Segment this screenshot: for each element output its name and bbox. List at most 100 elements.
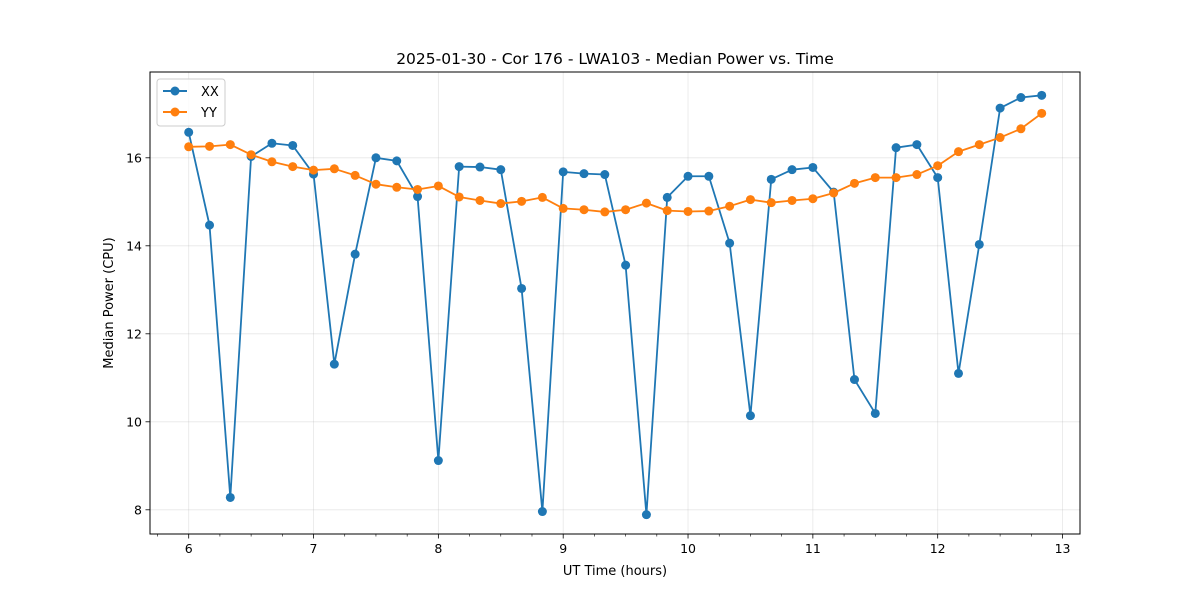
data-point-xx — [267, 138, 277, 148]
y-tick-label: 8 — [134, 502, 142, 517]
data-point-xx — [225, 492, 235, 502]
x-tick-label: 13 — [1055, 541, 1071, 556]
data-point-xx — [662, 192, 672, 202]
data-point-xx — [496, 165, 506, 175]
data-point-yy — [870, 173, 880, 183]
data-point-yy — [246, 150, 256, 160]
data-point-xx — [974, 239, 984, 249]
data-point-yy — [1016, 124, 1026, 134]
data-point-yy — [933, 161, 943, 171]
data-point-xx — [725, 238, 735, 248]
data-point-xx — [184, 127, 194, 137]
data-point-yy — [849, 178, 859, 188]
data-point-xx — [870, 408, 880, 418]
data-point-yy — [766, 198, 776, 208]
data-point-yy — [329, 164, 339, 174]
data-point-yy — [662, 206, 672, 216]
data-point-xx — [704, 171, 714, 181]
data-point-yy — [433, 181, 443, 191]
data-point-yy — [704, 206, 714, 216]
data-point-xx — [558, 167, 568, 177]
data-point-xx — [454, 162, 464, 172]
series-group — [184, 90, 1047, 520]
data-point-yy — [891, 173, 901, 183]
data-point-yy — [225, 140, 235, 150]
grid — [150, 72, 1080, 534]
x-tick-label: 7 — [310, 541, 318, 556]
data-point-yy — [995, 133, 1005, 143]
data-point-xx — [745, 411, 755, 421]
data-point-yy — [600, 207, 610, 217]
data-point-yy — [954, 147, 963, 157]
data-point-yy — [392, 182, 402, 192]
data-point-xx — [537, 507, 547, 517]
data-point-xx — [475, 162, 485, 172]
data-point-xx — [433, 456, 443, 466]
data-point-xx — [579, 169, 589, 179]
data-point-yy — [517, 196, 527, 206]
data-point-yy — [184, 142, 194, 152]
x-axis-label: UT Time (hours) — [563, 564, 667, 579]
y-tick-label: 16 — [126, 150, 142, 165]
data-point-yy — [579, 205, 589, 215]
data-point-xx — [600, 170, 610, 180]
x-tick-label: 12 — [930, 541, 946, 556]
data-point-yy — [829, 188, 839, 198]
data-point-xx — [849, 375, 859, 385]
data-point-yy — [309, 165, 319, 175]
data-point-yy — [621, 205, 631, 215]
data-point-yy — [454, 192, 464, 202]
data-point-xx — [1037, 90, 1047, 100]
data-point-xx — [641, 510, 651, 520]
data-point-xx — [329, 359, 339, 369]
axes: 6 7 8 9 10 11 12 13 8 10 12 14 16 — [126, 150, 1070, 556]
data-point-xx — [683, 171, 693, 181]
data-point-yy — [558, 203, 568, 213]
y-tick-label: 12 — [126, 326, 142, 341]
data-point-yy — [1037, 108, 1047, 118]
data-point-yy — [496, 199, 506, 209]
data-point-xx — [995, 103, 1005, 113]
data-point-yy — [745, 195, 755, 205]
data-point-xx — [205, 220, 215, 230]
data-point-yy — [288, 162, 298, 172]
data-point-yy — [537, 192, 547, 202]
data-point-xx — [621, 260, 631, 270]
chart-title: 2025-01-30 - Cor 176 - LWA103 - Median P… — [396, 50, 834, 68]
data-point-yy — [205, 141, 215, 151]
x-tick-label: 11 — [805, 541, 821, 556]
data-point-yy — [725, 201, 735, 211]
data-point-xx — [371, 153, 381, 163]
x-tick-label: 10 — [680, 541, 696, 556]
data-point-xx — [350, 249, 360, 259]
data-point-xx — [933, 173, 943, 183]
data-point-xx — [766, 174, 776, 184]
y-tick-label: 10 — [126, 414, 142, 429]
data-point-xx — [954, 368, 963, 378]
x-tick-label: 8 — [434, 541, 442, 556]
data-point-xx — [392, 156, 402, 166]
data-point-yy — [641, 198, 651, 208]
y-axis-label: Median Power (CPU) — [102, 237, 117, 368]
data-point-yy — [350, 170, 360, 180]
legend-marker-yy — [170, 107, 180, 117]
data-point-xx — [1016, 93, 1026, 103]
data-point-yy — [808, 194, 818, 204]
data-point-xx — [808, 162, 818, 172]
x-tick-label: 9 — [559, 541, 567, 556]
plot-frame — [149, 71, 1081, 535]
data-point-yy — [371, 179, 381, 189]
data-point-yy — [267, 157, 277, 167]
data-point-yy — [683, 206, 693, 216]
y-tick-label: 14 — [126, 238, 142, 253]
data-point-yy — [974, 140, 984, 150]
data-point-xx — [288, 140, 298, 150]
data-point-xx — [517, 283, 527, 293]
data-point-yy — [413, 184, 423, 194]
data-point-yy — [787, 195, 797, 205]
legend-marker-xx — [170, 86, 180, 96]
data-point-yy — [475, 195, 485, 205]
legend-label-xx: XX — [201, 85, 219, 100]
data-point-xx — [912, 140, 922, 150]
